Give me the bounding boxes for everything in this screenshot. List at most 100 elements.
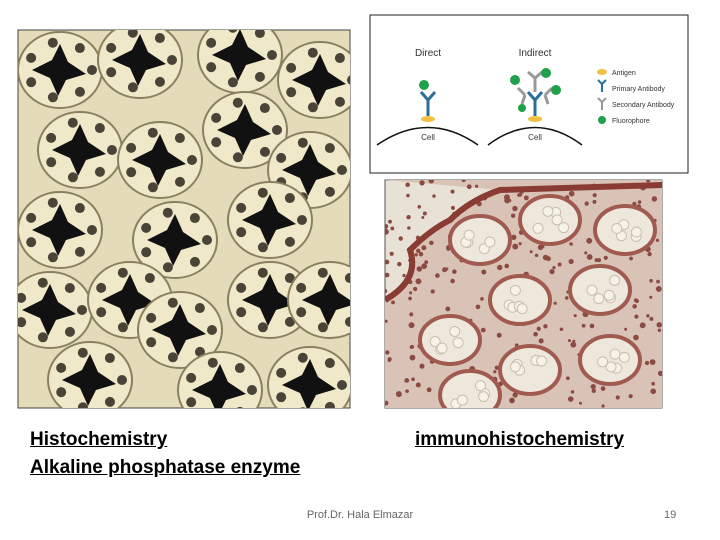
cell-nucleus <box>494 365 499 370</box>
cell-nucleus <box>533 331 538 337</box>
nucleus <box>104 396 115 407</box>
nucleus <box>324 358 335 369</box>
nucleus <box>162 262 173 273</box>
gland <box>518 194 582 246</box>
gland <box>498 344 562 396</box>
nucleus <box>104 353 115 364</box>
nucleus <box>144 273 155 284</box>
nucleus <box>317 267 328 278</box>
nucleus <box>236 282 247 293</box>
antigen <box>528 116 542 122</box>
nucleus <box>162 207 173 218</box>
nucleus <box>284 316 295 327</box>
cell-nucleus <box>646 180 651 183</box>
nucleus <box>259 103 270 114</box>
nucleus <box>337 165 347 175</box>
stain <box>52 124 106 176</box>
gland <box>418 314 482 366</box>
cell-nucleus <box>570 390 575 394</box>
cell-nucleus <box>573 314 577 318</box>
goblet-cell <box>532 222 544 234</box>
nucleus <box>107 145 117 155</box>
cell-nucleus <box>504 263 510 269</box>
stain <box>152 304 206 356</box>
goblet-cell <box>509 361 521 373</box>
goblet-cell <box>429 336 441 348</box>
ihc-image <box>384 179 663 409</box>
cell-nucleus <box>534 253 539 258</box>
nucleus <box>324 401 335 408</box>
cell-nucleus <box>567 339 571 343</box>
nucleus <box>67 172 78 183</box>
cell-label: Cell <box>528 133 542 142</box>
cell-nucleus <box>421 216 425 220</box>
cell-nucleus <box>592 193 597 198</box>
cell-nucleus <box>589 323 595 329</box>
nucleus <box>344 273 350 284</box>
nucleus <box>334 53 345 64</box>
cell-nucleus <box>475 304 481 310</box>
nucleus <box>167 55 177 65</box>
goblet-cell <box>605 361 617 373</box>
goblet-cell <box>630 226 642 238</box>
antibody-diagram: Direct Indirect Cell Cell Antigen Primar… <box>369 14 689 174</box>
cell-nucleus <box>628 394 633 399</box>
cell-nucleus <box>406 214 411 220</box>
nucleus <box>77 402 88 408</box>
cell-nucleus <box>509 397 515 404</box>
goblet-cell <box>609 274 621 286</box>
goblet-cell <box>463 229 475 241</box>
legend-label: Antigen <box>612 70 636 77</box>
goblet-cell <box>558 222 570 234</box>
cell-nucleus <box>518 242 522 246</box>
nucleus <box>77 305 87 315</box>
nucleus <box>47 252 58 263</box>
cell-nucleus <box>409 354 416 361</box>
cell-nucleus <box>559 327 564 332</box>
cell-nucleus <box>428 180 435 184</box>
nucleus <box>96 307 107 318</box>
nucleus <box>211 112 222 123</box>
nucleus <box>234 363 245 374</box>
cell-nucleus <box>651 196 658 202</box>
cell-nucleus <box>656 322 662 328</box>
cell-nucleus <box>430 289 435 294</box>
nucleus <box>47 37 58 48</box>
nucleus <box>187 155 197 165</box>
legend-icon <box>597 79 607 92</box>
goblet-cell <box>609 348 621 360</box>
cell-nucleus <box>566 376 570 381</box>
cell-nucleus <box>536 326 541 331</box>
cell-nucleus <box>639 322 646 329</box>
cell-nucleus <box>461 180 466 183</box>
cell-nucleus <box>415 278 422 285</box>
cell-nucleus <box>385 272 390 278</box>
nucleus <box>146 312 157 323</box>
nucleus <box>126 142 137 153</box>
cell-nucleus <box>568 258 574 265</box>
cell-nucleus <box>413 286 418 292</box>
stain <box>282 359 336 408</box>
nucleus <box>147 182 158 193</box>
cell-nucleus <box>389 251 394 256</box>
nucleus <box>284 193 295 204</box>
nucleus <box>189 256 200 267</box>
cell-nucleus <box>388 219 392 224</box>
nucleus <box>228 30 238 33</box>
nucleus <box>357 295 367 305</box>
nucleus <box>46 157 57 168</box>
nucleus <box>87 225 97 235</box>
nucleus <box>276 392 287 403</box>
nucleus <box>207 325 217 335</box>
primary-antibody <box>419 91 437 116</box>
cell-nucleus <box>385 224 389 229</box>
nucleus <box>254 71 265 82</box>
legend-label: Fluorophore <box>612 118 650 125</box>
cell-nucleus <box>600 386 606 391</box>
cell-nucleus <box>450 205 455 210</box>
fluorophore <box>518 104 526 112</box>
cell-nucleus <box>445 267 449 271</box>
cell-nucleus <box>426 387 432 393</box>
cell-nucleus <box>415 382 421 388</box>
nucleus <box>276 152 287 163</box>
